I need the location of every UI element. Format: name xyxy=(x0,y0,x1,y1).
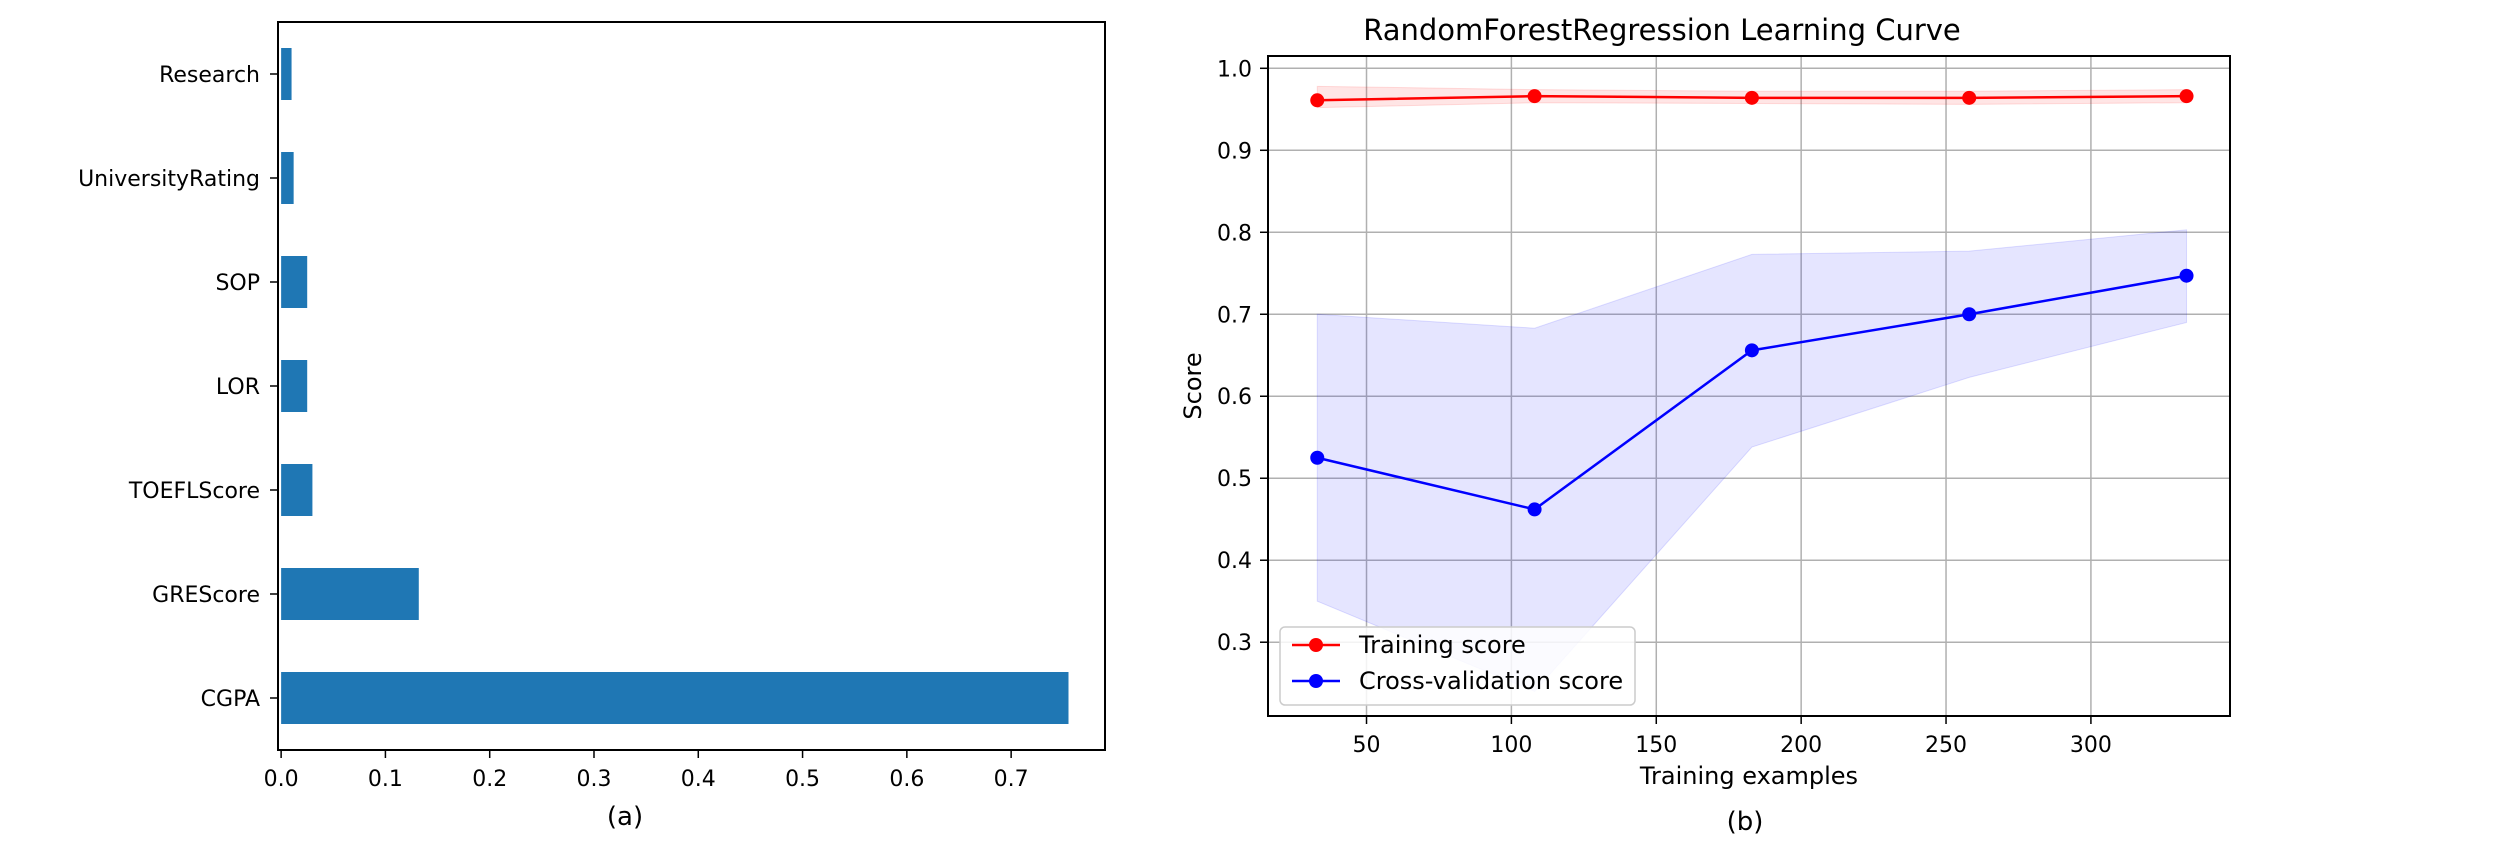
y-tick-label: TOEFLScore xyxy=(128,479,260,504)
x-tick-label: 50 xyxy=(1353,733,1381,758)
x-tick-label: 0.5 xyxy=(785,767,820,792)
point-0-3 xyxy=(1962,90,1977,105)
y-tick-label: 0.3 xyxy=(1217,631,1252,656)
legend: Training score Cross-validation score xyxy=(1279,626,1636,706)
y-tick-label: 1.0 xyxy=(1217,57,1252,82)
caption-b: (b) xyxy=(1727,807,1764,837)
x-tick-label: 0.7 xyxy=(994,767,1029,792)
legend-label-training: Training score xyxy=(1358,631,1526,659)
bar-TOEFLScore xyxy=(281,464,313,516)
x-tick-label: 0.4 xyxy=(681,767,716,792)
point-1-0 xyxy=(1310,450,1325,465)
x-tick-label: 0.6 xyxy=(889,767,924,792)
y-tick-labels: 0.3 0.4 0.5 0.6 0.7 0.8 0.9 1.0 xyxy=(1217,57,1268,656)
x-tick-label: 100 xyxy=(1490,733,1532,758)
y-tick-label: 0.5 xyxy=(1217,467,1252,492)
bar-GREScore xyxy=(281,568,419,620)
y-tick-label: Research xyxy=(159,63,260,88)
legend-marker-cv xyxy=(1309,674,1323,688)
y-tick-label: 0.8 xyxy=(1217,221,1252,246)
plot-frame xyxy=(1267,55,2231,717)
bar-SOP xyxy=(281,256,308,308)
point-0-1 xyxy=(1527,89,1542,104)
x-tick-label: 150 xyxy=(1635,733,1677,758)
series-lines xyxy=(1310,89,2194,517)
x-tick-label: 0.0 xyxy=(264,767,299,792)
y-tick-label: 0.6 xyxy=(1217,385,1252,410)
legend-label-cv: Cross-validation score xyxy=(1359,667,1623,695)
plot-frame xyxy=(277,21,1106,751)
chart-title: RandomForestRegression Learning Curve xyxy=(1363,13,1961,47)
y-tick-label: 0.4 xyxy=(1217,549,1252,574)
x-tick-label: 250 xyxy=(1925,733,1967,758)
bar-CGPA xyxy=(281,672,1069,724)
y-tick-label: UniversityRating xyxy=(78,167,260,192)
y-tick-label: SOP xyxy=(215,271,260,296)
feature-importance-chart: CGPA GREScore TOEFLScore LOR SOP UniversityRa… xyxy=(78,21,1106,832)
y-tick-label: LOR xyxy=(216,375,260,400)
bars xyxy=(281,48,1069,724)
point-1-3 xyxy=(1962,307,1977,322)
x-tick-label: 0.3 xyxy=(576,767,611,792)
y-axis-label: Score xyxy=(1179,352,1207,419)
point-0-2 xyxy=(1744,90,1759,105)
grid xyxy=(1268,56,2230,716)
y-tick-label: CGPA xyxy=(201,687,260,712)
confidence-bands xyxy=(1316,85,2188,693)
x-tick-labels: 0.0 0.1 0.2 0.3 0.4 0.5 0.6 0.7 xyxy=(264,750,1029,792)
x-tick-label: 300 xyxy=(2070,733,2112,758)
point-0-4 xyxy=(2179,89,2194,104)
x-tick-label: 0.1 xyxy=(368,767,403,792)
bar-Research xyxy=(281,48,292,100)
caption-a: (a) xyxy=(607,802,643,832)
bar-LOR xyxy=(281,360,308,412)
point-0-0 xyxy=(1310,93,1325,108)
bar-UniversityRating xyxy=(281,152,294,204)
legend-box xyxy=(1279,626,1636,706)
y-tick-label: 0.9 xyxy=(1217,139,1252,164)
point-1-2 xyxy=(1744,343,1759,358)
y-tick-labels: CGPA GREScore TOEFLScore LOR SOP UniversityRa… xyxy=(78,63,278,712)
x-axis-label: Training examples xyxy=(1639,762,1858,790)
x-tick-label: 0.2 xyxy=(472,767,507,792)
point-1-1 xyxy=(1527,502,1542,517)
x-tick-label: 200 xyxy=(1780,733,1822,758)
point-1-4 xyxy=(2179,268,2194,283)
legend-marker-training xyxy=(1309,638,1323,652)
y-tick-label: GREScore xyxy=(152,583,260,608)
x-tick-labels: 50 100 150 200 250 300 xyxy=(1353,716,2112,758)
y-tick-label: 0.7 xyxy=(1217,303,1252,328)
learning-curve-chart: RandomForestRegression Learning Curve 50… xyxy=(1179,13,2231,837)
